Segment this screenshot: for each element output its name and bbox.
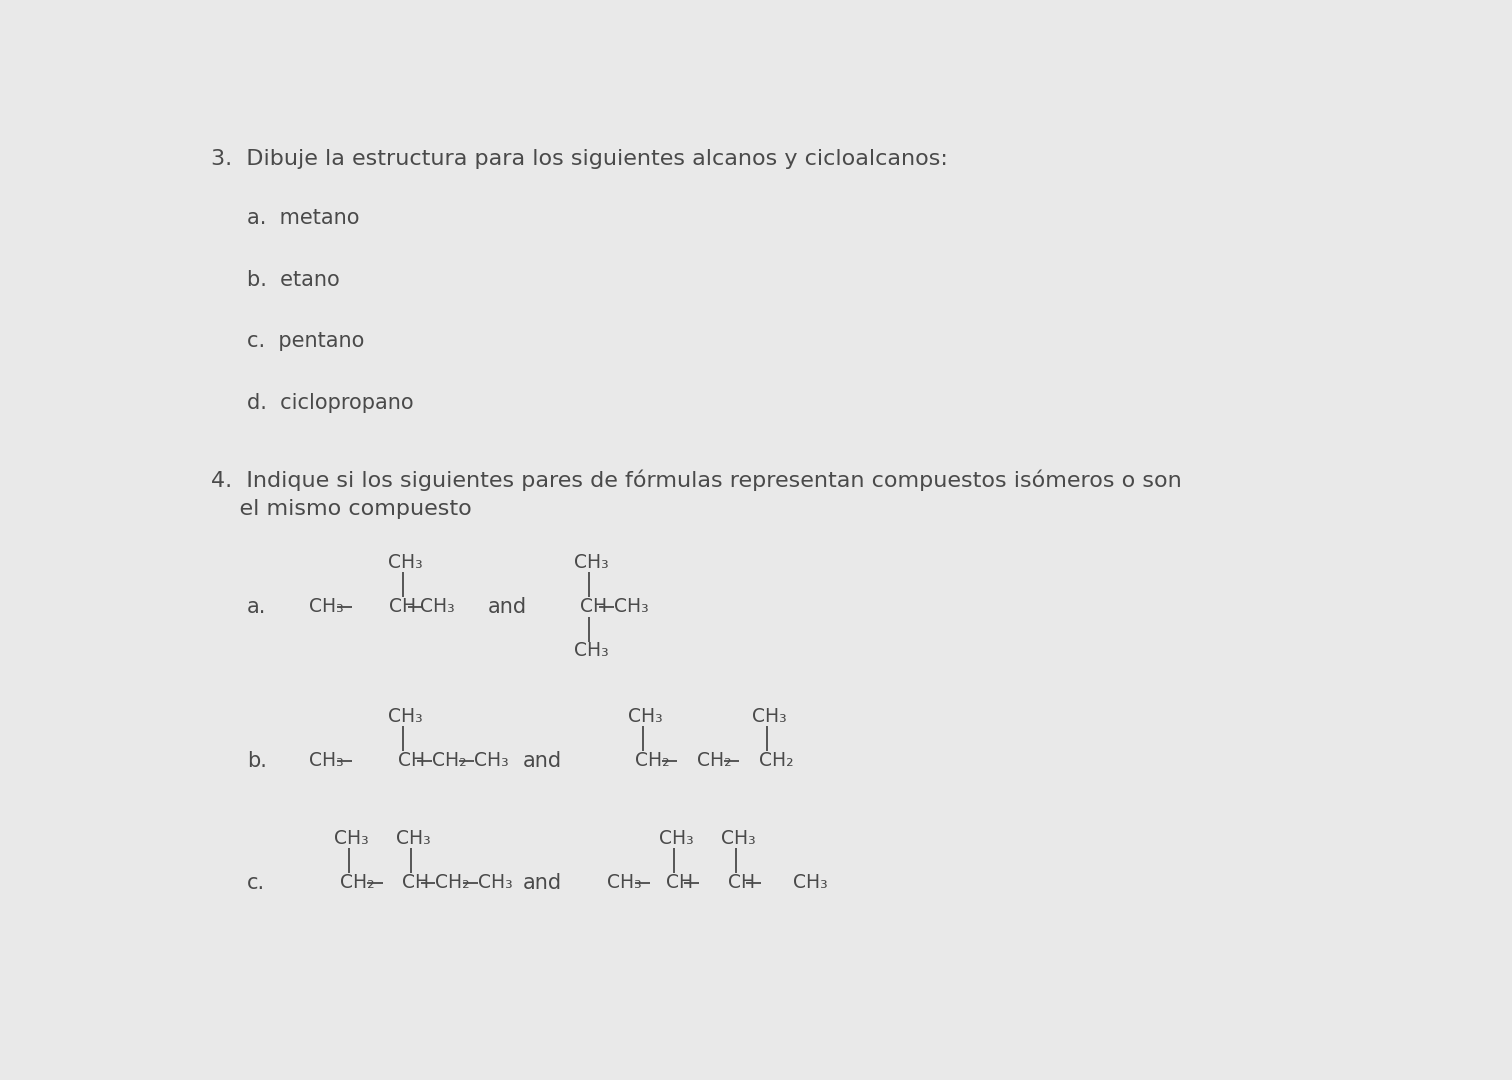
Text: CH₃: CH₃ — [420, 597, 455, 617]
Text: and: and — [522, 873, 561, 893]
Text: CH₃: CH₃ — [575, 642, 609, 660]
Text: CH₃: CH₃ — [575, 553, 609, 571]
Text: CH₃: CH₃ — [475, 752, 510, 770]
Text: 3.  Dibuje la estructura para los siguientes alcanos y cicloalcanos:: 3. Dibuje la estructura para los siguien… — [210, 149, 948, 168]
Text: CH₃: CH₃ — [608, 873, 643, 892]
Text: el mismo compuesto: el mismo compuesto — [210, 499, 472, 519]
Text: CH₃: CH₃ — [629, 706, 664, 726]
Text: 4.  Indique si los siguientes pares de fórmulas representan compuestos isómeros : 4. Indique si los siguientes pares de fó… — [210, 469, 1181, 490]
Text: and: and — [522, 751, 561, 771]
Text: CH₃: CH₃ — [389, 553, 423, 571]
Text: CH₂: CH₂ — [340, 873, 375, 892]
Text: CH₃: CH₃ — [659, 828, 694, 848]
Text: CH: CH — [389, 597, 416, 617]
Text: and: and — [487, 597, 526, 617]
Text: b.: b. — [246, 751, 268, 771]
Text: b.  etano: b. etano — [246, 270, 340, 289]
Text: CH₃: CH₃ — [614, 597, 649, 617]
Text: CH₃: CH₃ — [308, 752, 343, 770]
Text: CH₃: CH₃ — [334, 828, 369, 848]
Text: CH₃: CH₃ — [794, 873, 829, 892]
Text: CH₂: CH₂ — [431, 752, 466, 770]
Text: a.: a. — [246, 597, 266, 617]
Text: CH₃: CH₃ — [721, 828, 756, 848]
Text: d.  ciclopropano: d. ciclopropano — [246, 393, 414, 413]
Text: c.  pentano: c. pentano — [246, 332, 364, 351]
Text: CH₂: CH₂ — [435, 873, 470, 892]
Text: CH₃: CH₃ — [389, 706, 423, 726]
Text: CH: CH — [581, 597, 608, 617]
Text: CH₂: CH₂ — [759, 752, 794, 770]
Text: CH: CH — [727, 873, 754, 892]
Text: CH₃: CH₃ — [478, 873, 513, 892]
Text: CH: CH — [402, 873, 429, 892]
Text: CH₃: CH₃ — [308, 597, 343, 617]
Text: CH₃: CH₃ — [753, 706, 788, 726]
Text: CH: CH — [665, 873, 692, 892]
Text: CH₂: CH₂ — [697, 752, 732, 770]
Text: CH: CH — [398, 752, 425, 770]
Text: CH₃: CH₃ — [396, 828, 431, 848]
Text: CH₂: CH₂ — [635, 752, 670, 770]
Text: c.: c. — [246, 873, 265, 893]
Text: a.  metano: a. metano — [246, 208, 360, 228]
